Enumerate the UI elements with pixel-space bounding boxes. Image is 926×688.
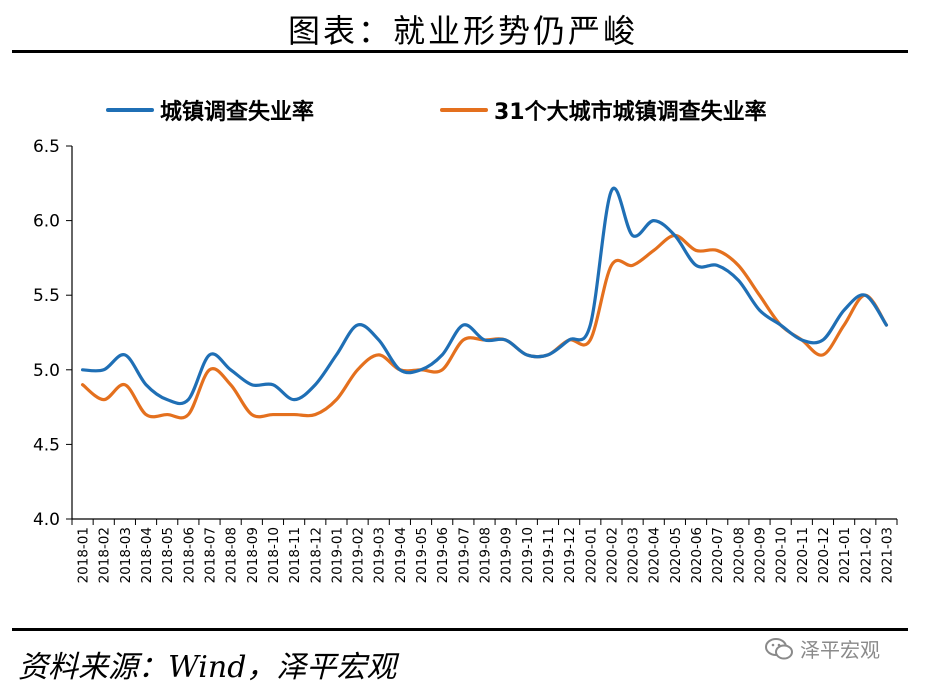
x-tick-label: 2018-12 — [308, 527, 324, 583]
x-tick-label: 2018-07 — [203, 527, 219, 583]
x-tick-label: 2020-03 — [626, 527, 642, 583]
x-tick-label: 2019-10 — [520, 527, 536, 583]
x-tick-label: 2020-12 — [816, 527, 832, 583]
x-tick-label: 2019-04 — [393, 527, 409, 583]
x-tick-label: 2019-02 — [351, 527, 367, 583]
series-line-31-cities — [80, 233, 889, 420]
x-tick-label: 2019-05 — [414, 527, 430, 583]
x-tick-label: 2019-09 — [499, 527, 515, 583]
x-tick-label: 2020-06 — [689, 527, 705, 583]
footer-divider — [12, 628, 908, 631]
legend-item-urban: 城镇调查失业率 — [106, 92, 314, 128]
x-tick-label: 2018-04 — [139, 527, 155, 583]
x-tick-label: 2020-11 — [795, 527, 811, 583]
legend-swatch-31-cities — [440, 108, 488, 112]
watermark: 泽平宏观 — [764, 634, 880, 663]
wechat-icon — [765, 637, 793, 659]
x-tick-label: 2018-09 — [245, 527, 261, 583]
x-tick-label: 2019-03 — [372, 527, 388, 583]
x-tick-label: 2020-05 — [668, 527, 684, 583]
x-tick-label: 2019-08 — [478, 527, 494, 583]
legend-label-urban: 城镇调查失业率 — [160, 100, 315, 125]
x-tick-label: 2020-02 — [604, 527, 620, 583]
x-tick-label: 2018-02 — [97, 527, 113, 583]
x-tick-label: 2019-07 — [456, 527, 472, 583]
title-divider — [12, 50, 908, 53]
y-tick-label: 5.0 — [33, 361, 60, 381]
y-tick-label: 6.0 — [33, 212, 60, 232]
x-tick-label: 2018-10 — [266, 527, 282, 583]
x-tick-label: 2019-12 — [562, 527, 578, 583]
x-tick-label: 2018-08 — [224, 527, 240, 583]
source-note: 资料来源：Wind，泽平宏观 — [18, 650, 397, 685]
y-tick-label: 4.0 — [33, 510, 60, 530]
x-tick-label: 2020-10 — [774, 527, 790, 583]
x-tick-label: 2020-07 — [710, 527, 726, 583]
watermark-label: 泽平宏观 — [800, 638, 880, 662]
x-tick-label: 2021-03 — [879, 527, 895, 583]
y-tick-label: 6.5 — [33, 137, 60, 157]
y-tick-label: 4.5 — [33, 435, 60, 455]
x-tick-label: 2019-06 — [435, 527, 451, 583]
x-tick-label: 2018-05 — [160, 527, 176, 583]
x-tick-label: 2018-06 — [181, 527, 197, 583]
x-tick-label: 2019-01 — [329, 527, 345, 583]
x-tick-label: 2020-08 — [731, 527, 747, 583]
series-line-urban — [80, 186, 889, 406]
legend-item-31-cities: 31个大城市城镇调查失业率 — [440, 92, 767, 128]
x-tick-label: 2020-09 — [753, 527, 769, 583]
x-tick-label: 2020-01 — [583, 527, 599, 583]
x-tick-label: 2019-11 — [541, 527, 557, 583]
x-tick-label: 2020-04 — [647, 527, 663, 583]
x-tick-label: 2021-01 — [837, 527, 853, 583]
x-tick-label: 2018-11 — [287, 527, 303, 583]
x-tick-label: 2021-02 — [858, 527, 874, 583]
x-tick-label: 2018-01 — [76, 527, 92, 583]
y-tick-label: 5.5 — [33, 286, 60, 306]
x-tick-label: 2018-03 — [118, 527, 134, 583]
legend-swatch-urban — [106, 108, 154, 112]
legend-label-31-cities: 31个大城市城镇调查失业率 — [494, 100, 767, 125]
page-title: 图表：就业形势仍严峻 — [287, 12, 638, 50]
